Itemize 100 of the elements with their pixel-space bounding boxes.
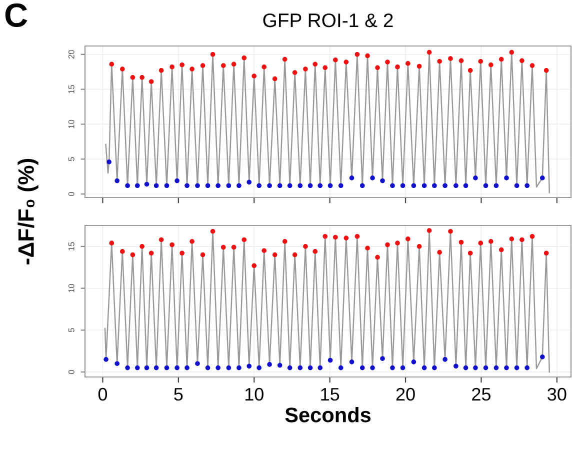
x-tick-label: 10 <box>245 388 264 401</box>
point <box>252 74 257 78</box>
point <box>530 63 535 68</box>
point <box>220 244 226 250</box>
point <box>120 249 125 254</box>
point <box>483 183 488 188</box>
point <box>385 242 390 248</box>
x-tick-label: 25 <box>472 388 491 401</box>
point <box>267 362 272 367</box>
point <box>483 365 488 370</box>
point <box>494 183 499 188</box>
x-tick-label: 20 <box>396 388 415 401</box>
point <box>180 62 184 68</box>
point <box>195 183 200 188</box>
point <box>216 183 220 188</box>
point <box>144 182 150 187</box>
point <box>333 234 338 240</box>
point <box>395 64 400 70</box>
point <box>442 357 448 362</box>
point <box>130 252 136 258</box>
y-tick-label: 0 <box>68 370 74 374</box>
point <box>478 240 484 246</box>
point <box>360 183 365 188</box>
point <box>375 254 380 260</box>
point <box>246 364 252 369</box>
point <box>454 183 458 188</box>
point <box>158 68 164 73</box>
point <box>220 63 226 68</box>
point <box>385 60 390 64</box>
point <box>344 60 349 64</box>
point <box>195 361 200 366</box>
point <box>154 365 159 370</box>
point <box>109 62 114 67</box>
point <box>494 365 499 370</box>
text: C <box>5 3 28 27</box>
y-tick-label: 0 <box>68 192 74 196</box>
point <box>322 65 328 70</box>
point <box>282 238 288 244</box>
point <box>109 240 114 246</box>
point <box>170 64 174 70</box>
point <box>454 364 458 369</box>
point <box>308 183 313 188</box>
point <box>468 250 473 256</box>
point <box>267 183 272 188</box>
point <box>226 183 232 188</box>
y-tick-label: 5 <box>68 157 74 162</box>
point <box>322 234 328 239</box>
point <box>282 56 288 62</box>
point <box>200 63 206 68</box>
point <box>236 365 242 370</box>
point <box>437 250 442 255</box>
point <box>426 50 432 55</box>
point <box>114 361 120 366</box>
point <box>174 365 180 370</box>
point <box>504 176 509 180</box>
point <box>530 234 535 239</box>
point <box>544 250 549 256</box>
point <box>104 357 108 362</box>
point <box>370 176 375 180</box>
point <box>231 62 236 67</box>
point <box>448 228 453 234</box>
point <box>114 178 120 184</box>
point <box>458 240 464 245</box>
point <box>262 248 267 254</box>
point <box>205 183 210 188</box>
point <box>125 365 130 370</box>
point <box>226 365 232 370</box>
point <box>148 250 154 256</box>
point <box>231 244 236 250</box>
point <box>120 66 125 72</box>
point <box>242 55 247 60</box>
point <box>338 183 344 188</box>
y-tick-label: 10 <box>68 284 74 292</box>
point <box>354 52 360 57</box>
point <box>184 365 190 370</box>
x-tick-label: 0 <box>98 388 108 401</box>
point <box>287 183 292 188</box>
point <box>308 365 313 370</box>
point <box>411 183 416 188</box>
point <box>520 58 524 64</box>
point <box>390 183 395 188</box>
point <box>158 237 164 242</box>
point <box>488 62 494 68</box>
point <box>246 180 252 185</box>
point <box>524 183 530 188</box>
point <box>380 356 385 361</box>
point <box>509 236 514 242</box>
point <box>406 61 410 66</box>
point <box>416 64 422 69</box>
point <box>328 358 333 363</box>
point <box>400 365 406 370</box>
point <box>422 365 427 370</box>
point <box>442 183 448 188</box>
point <box>242 237 247 242</box>
point <box>134 183 140 188</box>
point <box>463 183 468 188</box>
y-axis-title: -ΔF/F₀ (%) <box>18 158 38 264</box>
point <box>375 65 380 70</box>
point <box>437 58 442 64</box>
point <box>140 244 144 249</box>
